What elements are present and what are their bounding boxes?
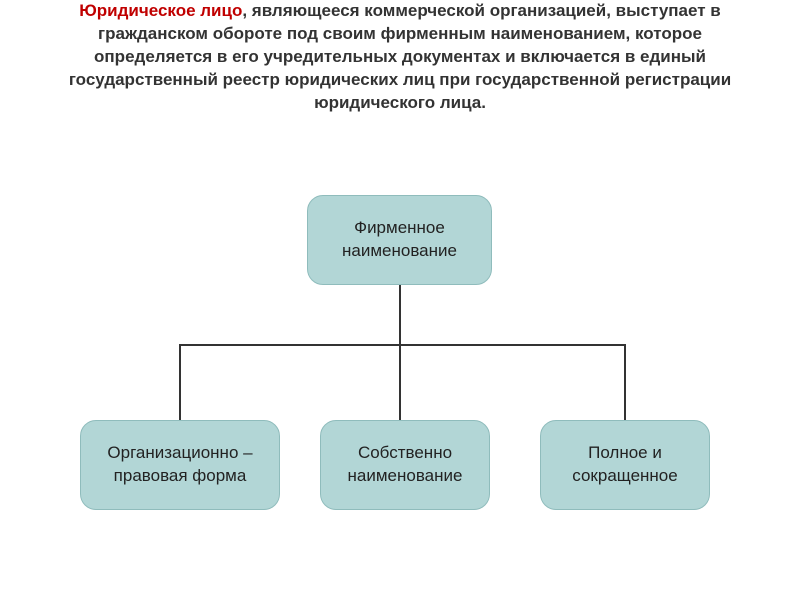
node-child3: Полное и сокращенное [540, 420, 710, 510]
header-paragraph: Юридическое лицо, являющееся коммерческо… [50, 0, 750, 115]
connector-line [399, 285, 401, 345]
diagram-area: Фирменное наименование Организационно – п… [0, 195, 800, 555]
node-root: Фирменное наименование [307, 195, 492, 285]
connector-line [179, 344, 626, 346]
node-child1: Организационно – правовая форма [80, 420, 280, 510]
title-text: Юридическое лицо [79, 1, 242, 20]
connector-line [179, 344, 181, 420]
connector-line [399, 344, 401, 420]
connector-line [624, 344, 626, 420]
node-child2: Собственно наименование [320, 420, 490, 510]
